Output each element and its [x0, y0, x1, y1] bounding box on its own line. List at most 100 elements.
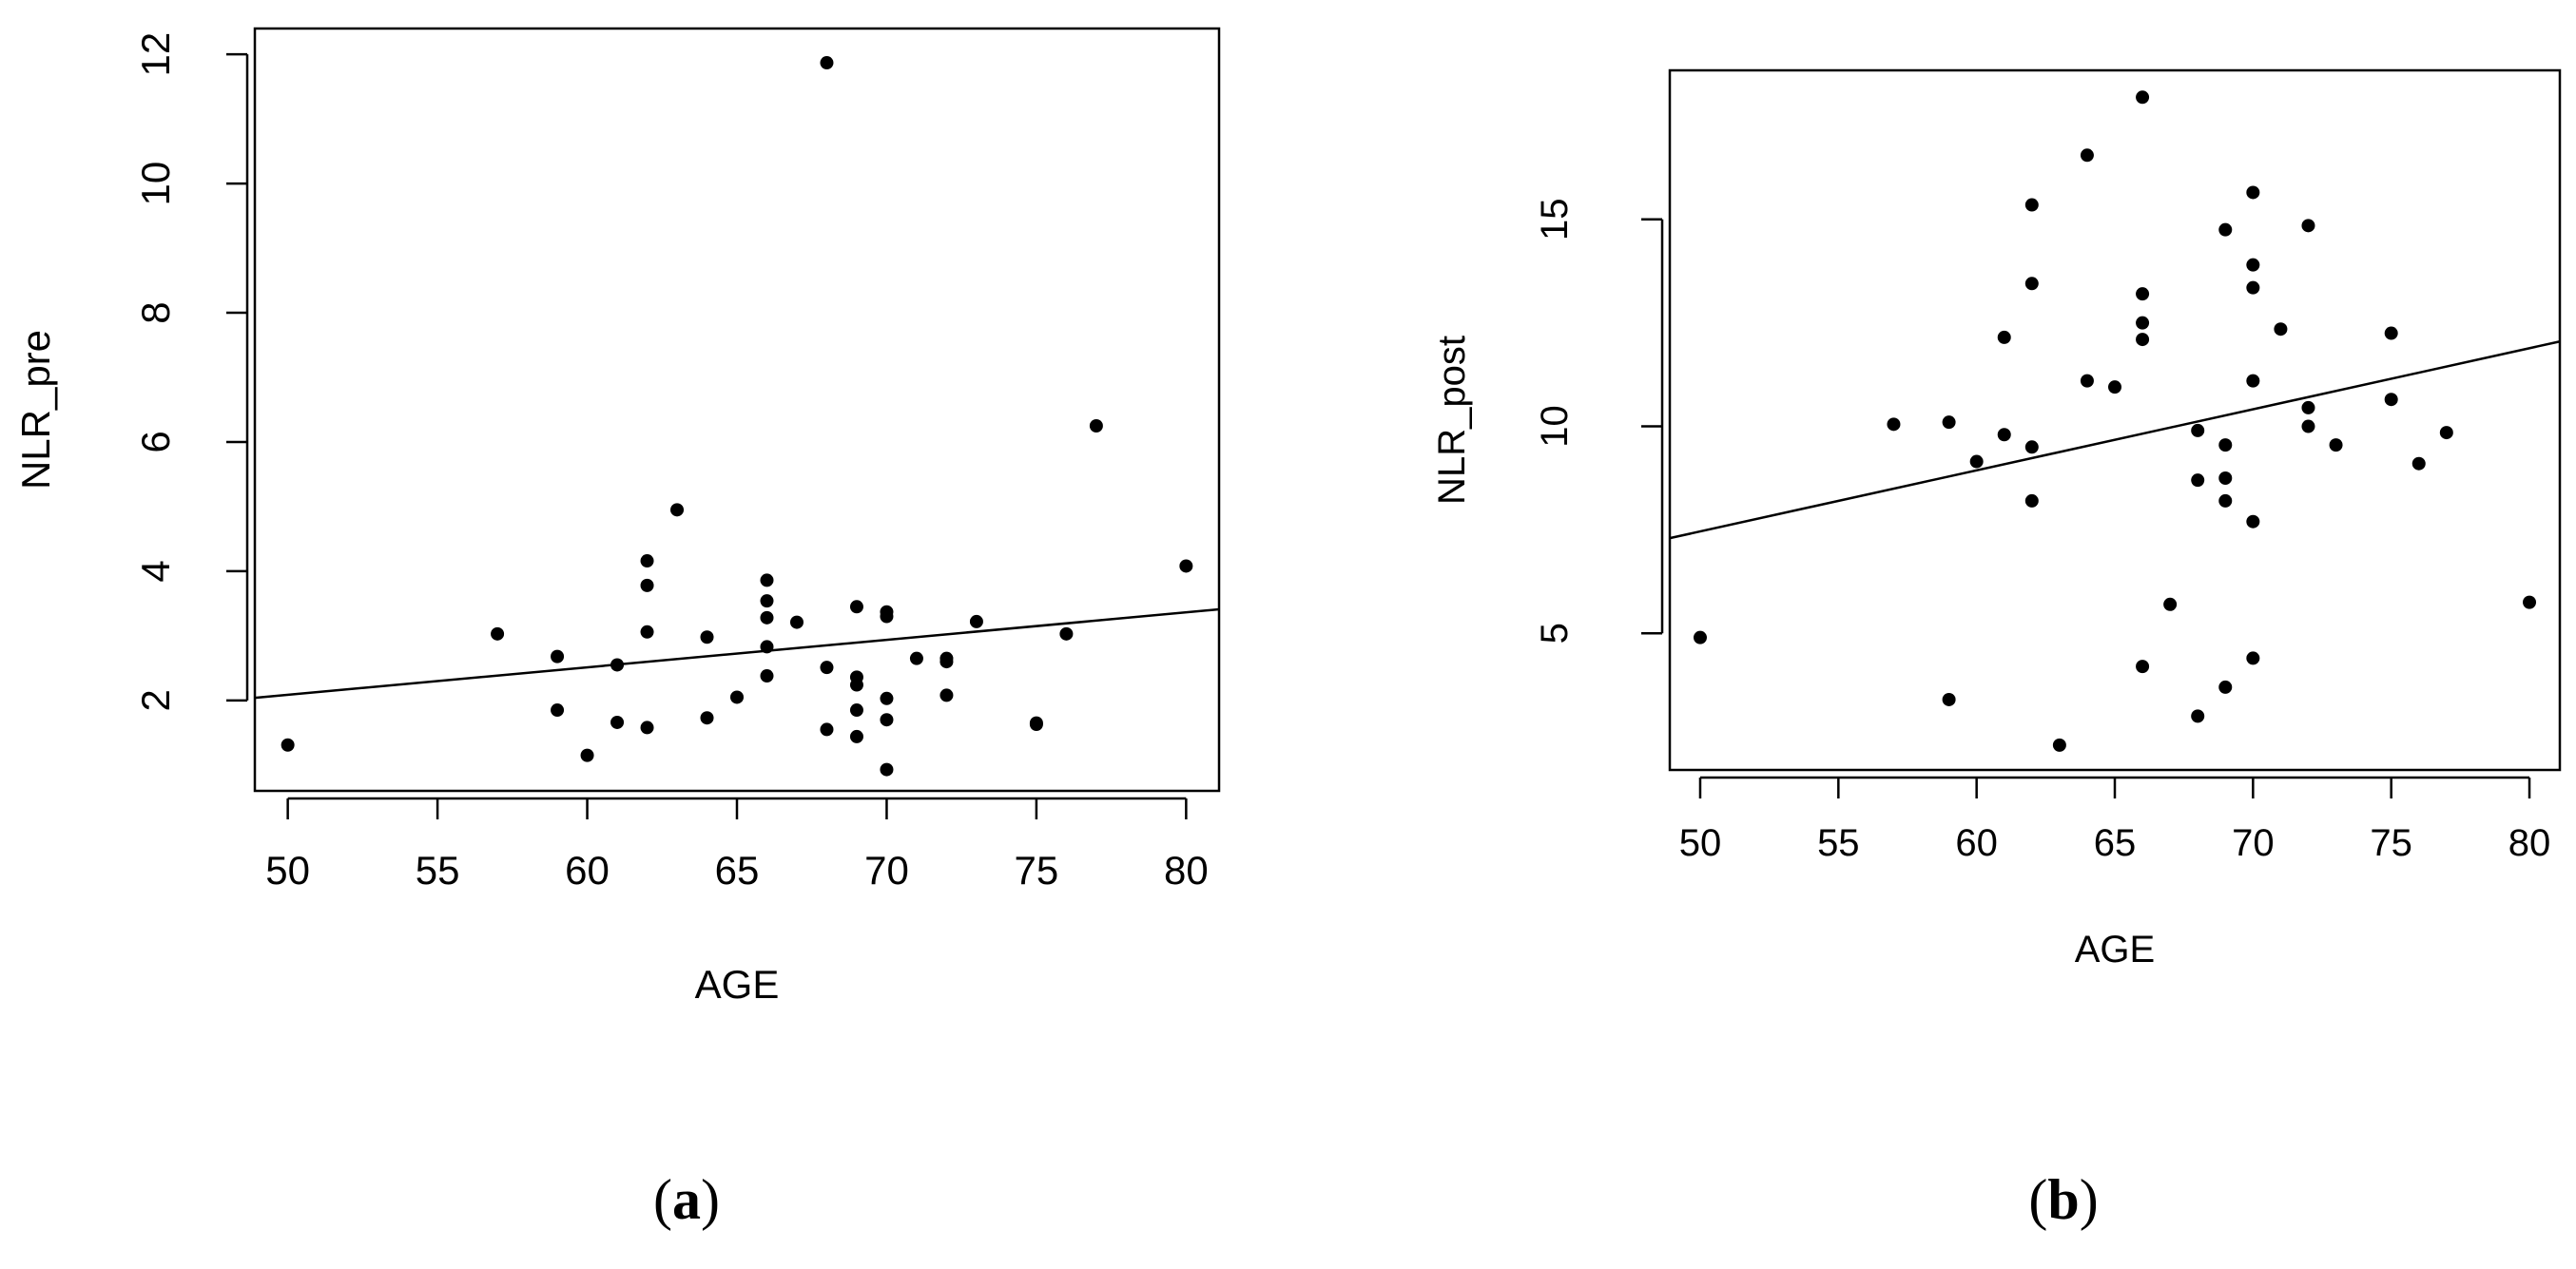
- x-tick-label: 70: [2232, 822, 2275, 864]
- data-point: [760, 610, 774, 625]
- data-point: [1693, 630, 1707, 644]
- data-point: [849, 703, 863, 718]
- data-point: [281, 738, 295, 752]
- data-point: [1089, 418, 1103, 433]
- data-point: [2136, 316, 2150, 330]
- data-point: [1969, 454, 1984, 469]
- y-tick-label: 10: [133, 162, 178, 206]
- data-point: [2163, 597, 2178, 611]
- data-point: [2301, 219, 2315, 233]
- data-point: [2024, 493, 2039, 508]
- data-point: [789, 615, 804, 629]
- data-point: [1887, 417, 1901, 432]
- data-point: [2246, 651, 2260, 665]
- data-point: [760, 573, 774, 587]
- data-point: [700, 711, 714, 725]
- data-point: [1059, 626, 1074, 641]
- data-point: [2246, 374, 2260, 388]
- data-point: [551, 703, 565, 718]
- data-point: [880, 691, 894, 705]
- data-point: [2218, 680, 2233, 694]
- data-point: [2024, 277, 2039, 291]
- data-point: [2136, 333, 2150, 347]
- data-point: [909, 651, 923, 665]
- data-point: [2136, 287, 2150, 301]
- panel-a-scatter-plot: 50 55 60 65 70 75 80 2 4 6 8 10 12 AGE NLR_pre (a): [13, 27, 1221, 1231]
- data-point: [2329, 438, 2343, 452]
- data-point: [2439, 426, 2453, 440]
- data-point: [820, 722, 834, 737]
- data-point: [2246, 185, 2260, 200]
- data-point: [880, 762, 894, 777]
- data-point: [760, 594, 774, 608]
- plot-frame: [253, 27, 1221, 793]
- data-point: [1997, 330, 2011, 344]
- x-tick-label: 60: [565, 848, 610, 893]
- data-point: [2052, 738, 2066, 752]
- plot-frame: [1668, 68, 2562, 772]
- data-point: [551, 649, 565, 663]
- data-point: [2191, 709, 2205, 723]
- x-tick-label: 75: [2370, 822, 2412, 864]
- data-point: [640, 625, 654, 639]
- data-point: [580, 748, 594, 762]
- y-tick-label: 4: [133, 560, 178, 582]
- y-tick-label: 6: [133, 431, 178, 452]
- data-point: [610, 715, 625, 729]
- data-point: [880, 609, 894, 624]
- data-point: [760, 640, 774, 654]
- data-point: [1997, 428, 2011, 442]
- data-point: [849, 678, 863, 692]
- data-point: [2108, 380, 2121, 394]
- data-point: [2384, 393, 2398, 407]
- x-tick-label: 50: [265, 848, 310, 893]
- data-point: [849, 600, 863, 614]
- x-tick-label: 55: [416, 848, 460, 893]
- x-axis-title: AGE: [695, 962, 780, 1007]
- x-tick-label: 75: [1015, 848, 1059, 893]
- data-point: [2024, 198, 2039, 212]
- data-point: [969, 614, 983, 628]
- regression-line: [1669, 340, 2561, 540]
- data-point: [2218, 493, 2233, 508]
- data-point: [760, 669, 774, 683]
- x-tick-label: 80: [2508, 822, 2551, 864]
- regression-line: [254, 607, 1220, 700]
- data-point: [2246, 514, 2260, 529]
- data-point: [610, 658, 625, 672]
- y-tick-label: 5: [1534, 623, 1576, 644]
- y-tick-label: 12: [133, 32, 178, 77]
- data-point: [2191, 473, 2205, 488]
- data-point: [2301, 400, 2315, 414]
- data-point: [1942, 415, 1956, 430]
- y-axis-title: NLR_pre: [13, 330, 58, 490]
- y-tick-label: 2: [133, 689, 178, 711]
- x-tick-label: 60: [1955, 822, 1998, 864]
- data-point: [1029, 717, 1043, 731]
- data-point: [2080, 374, 2094, 388]
- y-tick-label: 8: [133, 301, 178, 323]
- data-point: [2246, 258, 2260, 272]
- x-axis-title: AGE: [2075, 929, 2155, 971]
- data-point: [640, 578, 654, 592]
- data-point: [2136, 90, 2150, 105]
- data-point: [730, 690, 744, 704]
- data-point: [2136, 660, 2150, 674]
- y-axis-title: NLR_post: [1431, 336, 1473, 505]
- data-point: [2523, 595, 2537, 609]
- data-point: [2301, 419, 2315, 433]
- y-tick-label: 15: [1534, 199, 1576, 241]
- data-point: [1179, 559, 1193, 573]
- panel-b-scatter-plot: 50 55 60 65 70 75 80 5 10 15 AGE NLR_post (b): [1431, 68, 2562, 1231]
- x-tick-label: 65: [2094, 822, 2137, 864]
- x-tick-label: 70: [864, 848, 909, 893]
- data-point: [849, 729, 863, 743]
- data-point: [640, 554, 654, 568]
- data-point: [491, 626, 505, 641]
- x-tick-label: 65: [715, 848, 760, 893]
- data-point: [939, 655, 954, 669]
- x-tick-label: 80: [1164, 848, 1209, 893]
- data-point: [2384, 326, 2398, 340]
- y-tick-label: 10: [1534, 405, 1576, 448]
